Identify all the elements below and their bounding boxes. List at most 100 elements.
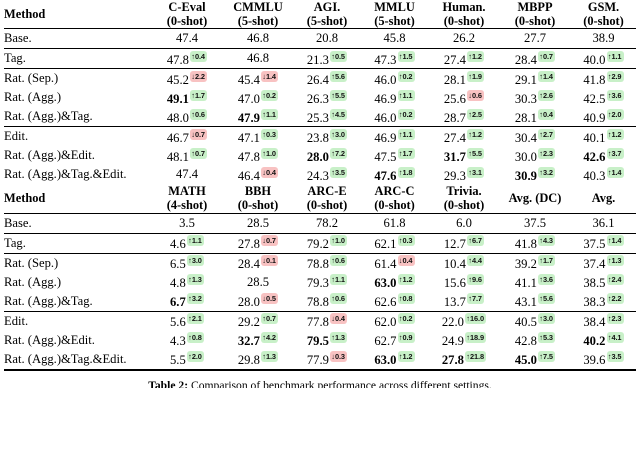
table-cell: 63.0 ↑1.2 [360, 273, 429, 292]
delta-value: 3.2 [542, 167, 553, 177]
delta-increase-badge: ↑5.6 [330, 71, 348, 83]
table-cell: 47.5 ↑1.7 [360, 146, 429, 165]
table-cell: 40.9 ↑2.0 [571, 107, 636, 127]
delta-value: 18.9 [469, 333, 484, 343]
cell-content: 6.0 [456, 217, 472, 230]
metric-value: 45.4 [237, 72, 260, 87]
delta-increase-badge: ↑0.4 [190, 51, 208, 63]
delta-value: 2.7 [542, 129, 553, 139]
metric-value: 61.4 [374, 257, 397, 272]
delta-value: 1.4 [265, 71, 276, 81]
table-cell: 62.6 ↑0.8 [360, 292, 429, 312]
metric-value: 62.0 [374, 315, 397, 330]
cell-content: 41.8 ↑2.9 [583, 71, 624, 86]
table-row: Rat. (Agg.)&Tag.&Edit. 5.5 ↑2.0 29.8 ↑1.3 77.… [4, 350, 636, 369]
table-cell: 47.9 ↑1.1 [222, 107, 294, 127]
table-cell: 45.0 ↑7.5 [499, 350, 571, 369]
metric-value: 15.6 [443, 276, 466, 291]
row-label: Rat. (Sep.) [4, 68, 152, 89]
column-header-shots: (5-shot) [306, 14, 348, 29]
metric-value: 28.1 [514, 110, 537, 125]
delta-value: 0.6 [194, 109, 205, 119]
table-cell: 6.5 ↑3.0 [152, 252, 222, 273]
metric-value: 26.2 [452, 31, 476, 46]
arrow-up-icon: ↑ [607, 333, 612, 343]
cell-content: 49.1 ↑1.7 [167, 90, 208, 105]
cell-content: 6.7 ↑3.2 [170, 293, 204, 308]
arrow-up-icon: ↑ [331, 129, 335, 139]
delta-increase-badge: ↑21.8 [465, 351, 487, 363]
cell-content: 62.7 ↑0.9 [374, 332, 415, 347]
metric-value: 41.8 [514, 237, 537, 252]
arrow-up-icon: ↑ [262, 109, 266, 119]
cell-content: 77.9 ↓0.3 [307, 351, 348, 366]
table-cell: 42.8 ↑5.3 [499, 331, 571, 350]
cell-content: 41.8 ↑4.3 [514, 235, 556, 252]
table-row: Base. 47.4 46.8 20.8 45.8 26.2 27.7 38.9 [4, 28, 636, 49]
table-cell: 22.0 ↑16.0 [429, 310, 499, 331]
column-header-shots: (0-shot) [443, 14, 485, 29]
arrow-up-icon: ↑ [188, 275, 192, 285]
metric-value: 47.4 [175, 31, 199, 46]
metric-value: 27.8 [237, 237, 260, 252]
delta-value: 3.5 [611, 352, 622, 362]
delta-increase-badge: ↑2.5 [467, 109, 485, 121]
column-header-shots: (0-shot) [583, 14, 624, 29]
row-label: Base. [4, 212, 152, 234]
delta-increase-badge: ↑18.9 [465, 332, 487, 344]
table-row: Rat. (Sep.) 45.2 ↓2.2 45.4 ↓1.4 26.4 ↑5.6 46.0 ↑… [4, 68, 636, 89]
table-cell: 62.1 ↑0.3 [360, 232, 429, 254]
arrow-up-icon: ↑ [607, 294, 612, 304]
metric-value: 28.1 [443, 72, 466, 87]
column-header-name: C-Eval [168, 0, 206, 14]
cell-content: 27.8 ↑21.8 [442, 351, 487, 366]
table-row: Rat. (Agg.) 4.8 ↑1.3 28.5 79.3 ↑1.1 63.0 ↑1.2 15… [4, 273, 636, 292]
delta-increase-badge: ↑3.5 [606, 351, 624, 363]
delta-increase-badge: ↑2.7 [538, 129, 556, 141]
arrow-up-icon: ↑ [539, 294, 543, 304]
delta-value: 0.5 [334, 51, 345, 61]
delta-value: 0.6 [334, 256, 345, 266]
cell-content: 27.4 ↑1.2 [444, 129, 485, 144]
metric-value: 46.9 [374, 91, 397, 106]
arrow-up-icon: ↑ [331, 333, 335, 343]
delta-value: 4.5 [334, 109, 345, 119]
metric-value: 26.4 [306, 72, 329, 87]
metric-value: 21.3 [306, 52, 329, 67]
table-cell: 32.7 ↑4.2 [222, 331, 294, 350]
metric-value: 46.7 [166, 130, 189, 145]
delta-value: 4.3 [542, 236, 553, 246]
delta-increase-badge: ↑3.2 [186, 293, 204, 305]
table-cell: 62.0 ↑0.2 [360, 310, 429, 331]
delta-increase-badge: ↑0.4 [538, 109, 556, 121]
metric-value: 79.2 [306, 237, 329, 252]
arrow-up-icon: ↑ [468, 167, 472, 177]
metric-value: 10.4 [443, 257, 466, 272]
table-cell: 46.8 [222, 28, 294, 49]
metric-value: 61.8 [383, 215, 406, 230]
metric-value: 40.1 [583, 130, 606, 145]
metric-value: 46.9 [374, 130, 397, 145]
delta-value: 1.1 [611, 51, 622, 61]
delta-value: 1.7 [194, 90, 205, 100]
delta-value: 1.1 [191, 236, 202, 246]
delta-value: 0.4 [402, 256, 413, 266]
delta-increase-badge: ↑0.9 [397, 332, 415, 344]
delta-increase-badge: ↑1.4 [606, 167, 624, 179]
table-cell: 46.9 ↑1.1 [360, 88, 429, 107]
column-header-arc-c: ARC-C (0-shot) [360, 184, 429, 213]
delta-increase-badge: ↑1.7 [397, 148, 415, 160]
delta-value: 1.0 [265, 148, 276, 158]
table-cell: 5.6 ↑2.1 [152, 310, 222, 331]
cell-content: 27.4 ↑1.2 [444, 51, 485, 66]
table-cell: 28.0 ↑7.2 [294, 146, 360, 165]
cell-content: 45.8 [383, 32, 405, 45]
row-label: Rat. (Agg.)&Edit. [4, 332, 95, 347]
metric-value: 47.8 [237, 149, 260, 164]
cell-content: 25.3 ↑4.5 [307, 109, 348, 124]
column-header-shots: (4-shot) [166, 198, 208, 213]
cell-content: 46.4 ↓0.4 [238, 167, 279, 182]
cell-content: 79.2 ↑1.0 [306, 235, 348, 252]
cell-content: 28.4 ↓0.1 [238, 255, 279, 270]
